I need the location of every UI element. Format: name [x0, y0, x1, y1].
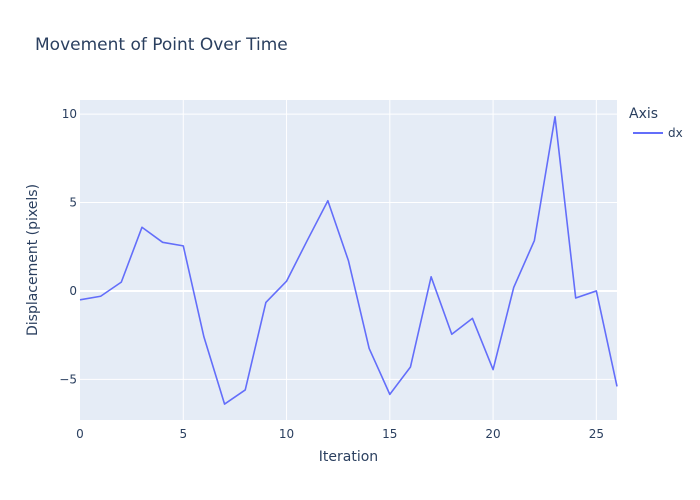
- data-point[interactable]: [139, 224, 145, 230]
- data-point[interactable]: [449, 331, 455, 337]
- y-tick-label: 5: [69, 196, 77, 210]
- data-point[interactable]: [573, 295, 579, 301]
- data-point[interactable]: [222, 401, 228, 407]
- data-point[interactable]: [98, 293, 104, 299]
- data-point[interactable]: [552, 114, 558, 120]
- y-axis-title: Displacement (pixels): [25, 184, 41, 336]
- data-point[interactable]: [263, 299, 269, 305]
- data-point[interactable]: [593, 288, 599, 294]
- data-point[interactable]: [490, 367, 496, 373]
- data-point[interactable]: [511, 284, 517, 290]
- data-point[interactable]: [77, 297, 83, 303]
- data-point[interactable]: [407, 364, 413, 370]
- data-point[interactable]: [180, 243, 186, 249]
- data-point[interactable]: [346, 258, 352, 264]
- data-point[interactable]: [160, 239, 166, 245]
- y-tick-labels: −5 0 5 10: [59, 107, 77, 386]
- x-tick-label: 5: [179, 427, 187, 441]
- series-layer: [77, 114, 620, 407]
- x-tick-label: 20: [485, 427, 500, 441]
- x-tick-label: 15: [382, 427, 397, 441]
- chart-title: Movement of Point Over Time: [35, 35, 288, 55]
- data-point[interactable]: [428, 274, 434, 280]
- x-axis-title: Iteration: [319, 449, 378, 465]
- y-tick-label: −5: [59, 372, 77, 386]
- data-point[interactable]: [614, 383, 620, 389]
- x-tick-labels: 0 5 10 15 20 25: [76, 427, 604, 441]
- data-point[interactable]: [118, 279, 124, 285]
- data-point[interactable]: [284, 278, 290, 284]
- legend[interactable]: Axis dx: [629, 106, 683, 140]
- data-point[interactable]: [201, 334, 207, 340]
- data-point[interactable]: [242, 387, 248, 393]
- y-tick-label: 0: [69, 284, 77, 298]
- data-point[interactable]: [304, 238, 310, 244]
- series-line-dx[interactable]: [79, 116, 618, 405]
- y-tick-label: 10: [62, 107, 77, 121]
- data-point[interactable]: [366, 345, 372, 351]
- legend-title: Axis: [629, 106, 658, 122]
- data-point[interactable]: [325, 198, 331, 204]
- data-point[interactable]: [387, 391, 393, 397]
- data-point[interactable]: [469, 315, 475, 321]
- gridlines: [80, 100, 617, 420]
- x-tick-label: 0: [76, 427, 84, 441]
- x-tick-label: 10: [279, 427, 294, 441]
- x-tick-label: 25: [589, 427, 604, 441]
- legend-label-dx[interactable]: dx: [668, 126, 683, 140]
- data-point[interactable]: [531, 238, 537, 244]
